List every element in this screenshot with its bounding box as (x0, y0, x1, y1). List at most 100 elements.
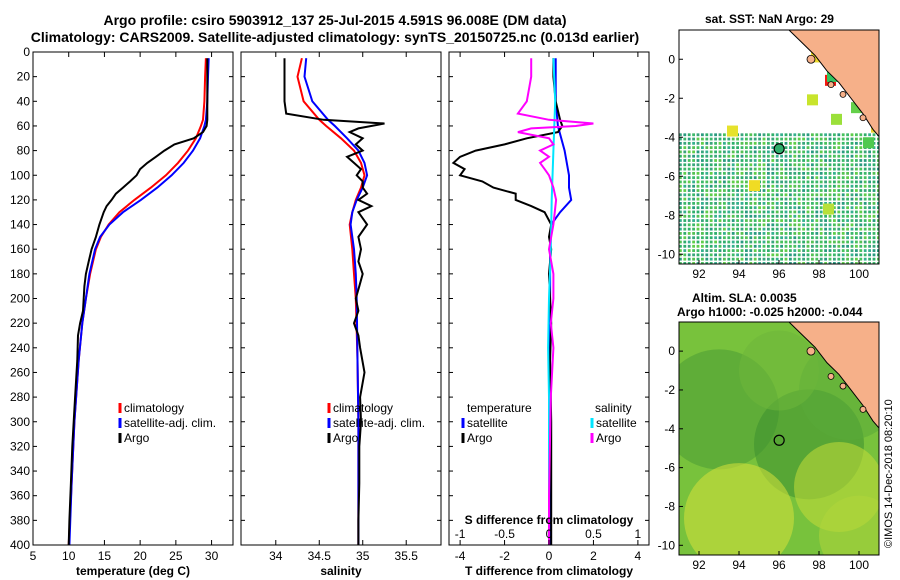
sst-cell (696, 180, 700, 184)
sst-cell (780, 253, 783, 257)
sst-cell (709, 133, 713, 137)
sst-cell (705, 176, 709, 180)
sst-cell (749, 206, 753, 210)
sst-cell (811, 150, 814, 154)
sst-cell (780, 201, 783, 205)
sst-cell (771, 197, 775, 201)
sst-cell (740, 133, 744, 137)
sst-cell (753, 137, 757, 141)
sst-cell (802, 180, 805, 184)
sst-cell (753, 201, 757, 205)
sst-cell (687, 227, 691, 231)
sst-cell (749, 167, 753, 171)
sst-cell (846, 141, 849, 145)
sst-cell (727, 210, 731, 214)
sst-cell (819, 141, 823, 145)
sst-cell (824, 219, 827, 222)
sst_map-island (806, 54, 816, 64)
sst-cell (802, 219, 805, 222)
sst-cell (868, 244, 871, 248)
sst_map-xtick-label: 96 (772, 267, 786, 281)
sst-cell (850, 137, 854, 141)
sst-cell (692, 163, 695, 167)
sst-cell (745, 150, 748, 154)
sst-cell (718, 219, 722, 222)
sst-cell (837, 206, 841, 210)
sst-cell (793, 223, 797, 227)
sst-cell (872, 184, 876, 188)
sst-cell (806, 141, 810, 145)
sst-cell (775, 201, 779, 205)
sst-cell (775, 159, 779, 162)
sst-cell (731, 227, 735, 231)
sst-cell (692, 206, 695, 210)
sst-cell (767, 189, 770, 192)
sst-cell (811, 244, 814, 248)
sst-cell (683, 137, 687, 141)
sst-cell (736, 223, 739, 227)
sst-cell (793, 244, 797, 248)
sst-cell (705, 197, 709, 201)
sst-cell (837, 219, 841, 222)
sst-cell (679, 232, 682, 235)
sst-cell (797, 163, 801, 167)
sst-cell (718, 159, 722, 162)
sst-cell (863, 210, 867, 214)
sst-cell (811, 232, 814, 235)
sst-cell (815, 197, 819, 201)
diff-legend-left-label: satellite (467, 416, 508, 430)
sst_map-island (839, 90, 847, 98)
sst-cell (793, 176, 797, 180)
sst-cell (714, 206, 717, 210)
sst-cell (731, 253, 735, 257)
sst-cell (727, 201, 731, 205)
sst-cell (784, 167, 788, 171)
sst-cell (780, 219, 783, 222)
sst-cell (789, 150, 792, 154)
sst-cell (877, 227, 879, 231)
sst-cell (745, 240, 748, 244)
sst-cell (705, 206, 709, 210)
sst-cell (692, 201, 695, 205)
depth-tick-label: 400 (10, 538, 30, 552)
sst-cell (863, 257, 867, 261)
sst-cell (780, 214, 783, 218)
sst-cell (868, 227, 871, 231)
sst-cell (745, 210, 748, 214)
temperature-line-satellite-adj-clim- (68, 58, 210, 545)
sst-cell (846, 249, 849, 252)
sst-cell (701, 189, 704, 192)
sst-cell (723, 201, 726, 205)
sst-cell (877, 167, 879, 171)
sst-cell (837, 163, 841, 167)
sst-cell (679, 133, 682, 137)
sst-cell (775, 210, 779, 214)
sst-cell (753, 133, 757, 137)
sst-cell (745, 133, 748, 137)
sst-cell (762, 193, 766, 197)
sst-cell (824, 262, 827, 264)
sst-cell (705, 141, 709, 145)
sst-cell (837, 146, 841, 150)
sst-cell (745, 214, 748, 218)
sst-cell (718, 133, 722, 137)
sst-cell (819, 171, 823, 175)
sst-cell (696, 249, 700, 252)
sst-cell (696, 201, 700, 205)
sst-cell (784, 180, 788, 184)
sst-cell (701, 227, 704, 231)
sst-cell (868, 214, 871, 218)
sst-cell (767, 184, 770, 188)
sst-cell (745, 236, 748, 240)
sst-cell (784, 253, 788, 257)
sst-cell (863, 163, 867, 167)
sst-cell (797, 180, 801, 184)
sst-cell (859, 159, 863, 162)
sst-cell (815, 171, 819, 175)
sst-cell (797, 232, 801, 235)
sst-cell (753, 253, 757, 257)
sst-cell (683, 236, 687, 240)
sst-cell (806, 262, 810, 264)
sst-cell (709, 141, 713, 145)
sst-cell (709, 146, 713, 150)
